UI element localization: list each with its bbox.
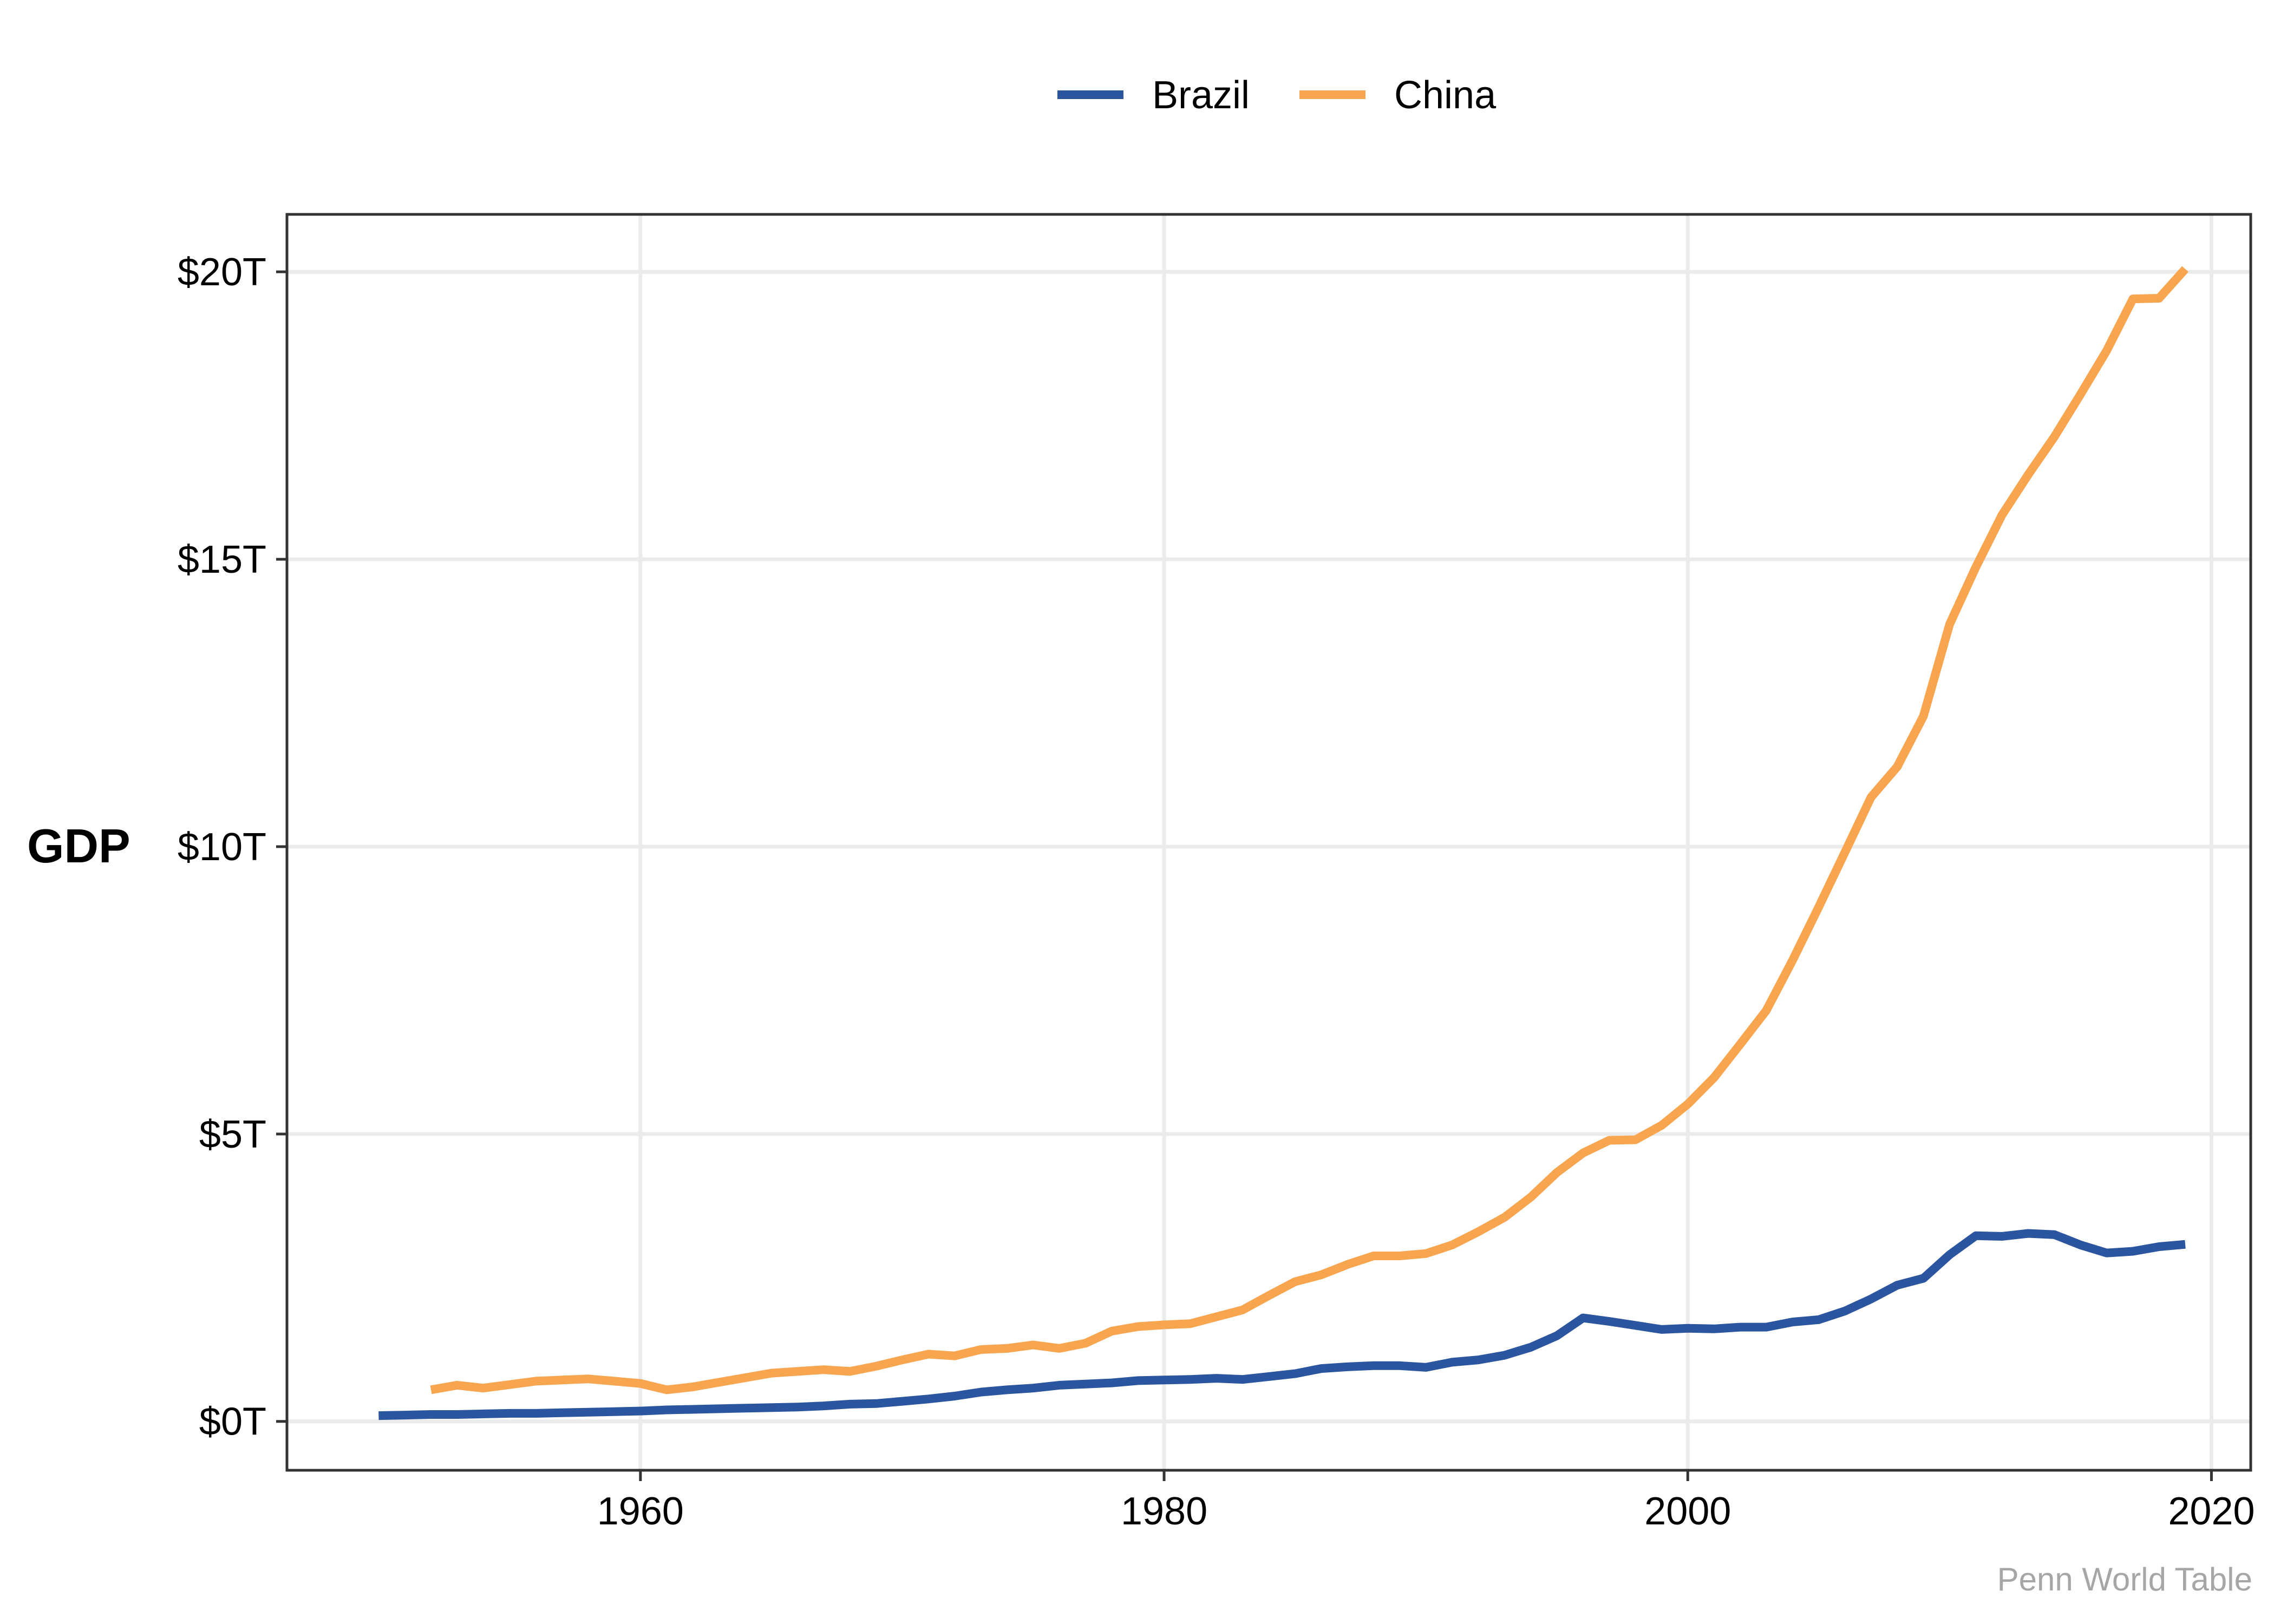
- series-line-brazil: [378, 1229, 2186, 1420]
- x-axis: 1960 1980 2000 2020: [597, 1470, 2255, 1533]
- x-gridlines: [638, 214, 2213, 1470]
- y-tick-label: $5T: [199, 1113, 266, 1156]
- source-caption: Penn World Table: [1997, 1561, 2252, 1597]
- series-layer: [378, 266, 2189, 1420]
- y-tick-label: $20T: [178, 251, 266, 294]
- series-line-china: [430, 266, 2189, 1394]
- y-axis: $0T $5T $10T $15T $20T: [178, 251, 287, 1444]
- x-tick-label: 2020: [2168, 1490, 2255, 1533]
- y-tick-label: $0T: [199, 1400, 266, 1444]
- y-gridlines: [287, 270, 2251, 1424]
- x-tick-label: 1960: [597, 1490, 684, 1533]
- legend: Brazil China: [1057, 74, 1497, 117]
- legend-label-brazil: Brazil: [1152, 74, 1250, 117]
- y-tick-label: $10T: [178, 826, 266, 869]
- plot-background: [287, 214, 2251, 1470]
- plot-panel: [285, 213, 2252, 1472]
- legend-label-china: China: [1394, 74, 1497, 117]
- y-axis-title: GDP: [27, 819, 130, 873]
- x-tick-label: 2000: [1644, 1490, 1731, 1533]
- x-tick-label: 1980: [1121, 1490, 1207, 1533]
- y-tick-label: $15T: [178, 538, 266, 581]
- plot-border: [285, 213, 2252, 1472]
